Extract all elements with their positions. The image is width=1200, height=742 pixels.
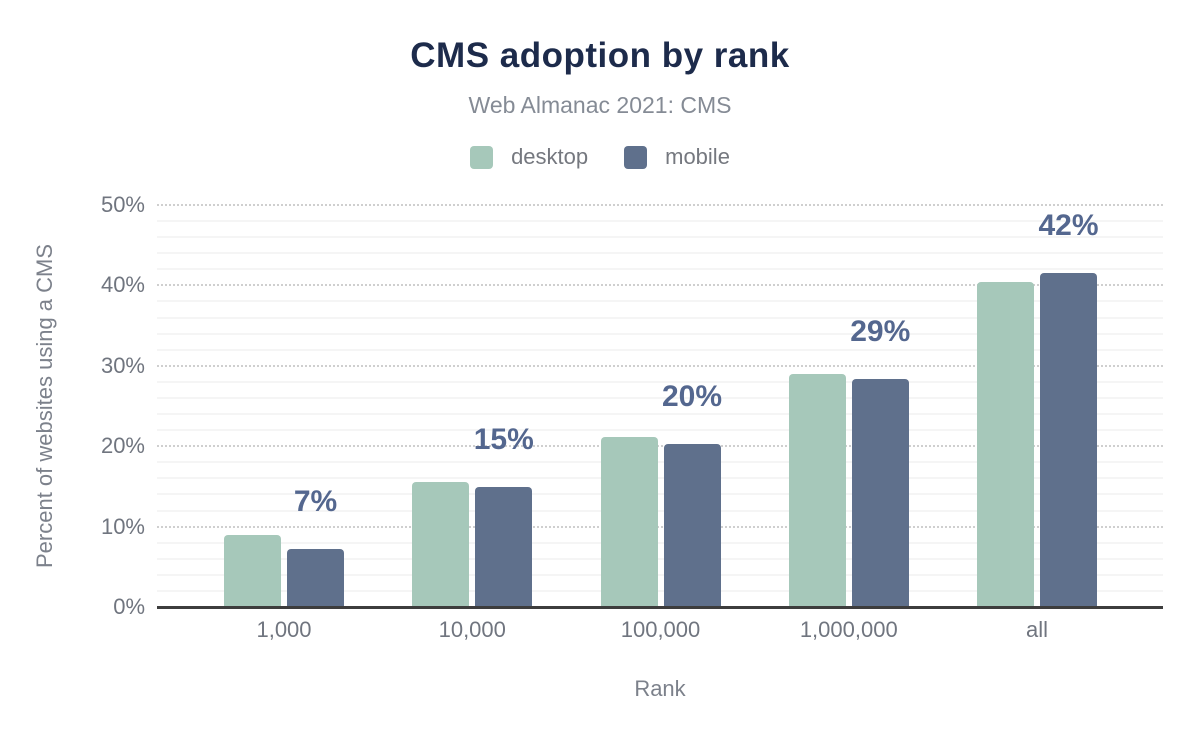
- gridline-major: [157, 525, 1163, 528]
- gridline-minor: [157, 332, 1163, 335]
- x-tick-label-100000: 100,000: [620, 617, 701, 642]
- gridline-minor: [157, 316, 1163, 319]
- gridline-minor: [157, 348, 1163, 351]
- gridline-minor: [157, 220, 1163, 223]
- x-tick-label-1000: 1,000: [256, 617, 312, 642]
- data-label-all: 42%: [1038, 208, 1099, 242]
- legend-label-mobile: mobile: [665, 144, 730, 169]
- y-axis-ticks: 0% 10% 20% 30% 40% 50%: [0, 194, 145, 618]
- gridline-minor: [157, 477, 1163, 480]
- legend-item-mobile: mobile: [624, 144, 730, 170]
- x-axis-title: Rank: [634, 676, 686, 701]
- legend-label-desktop: desktop: [511, 144, 589, 169]
- x-tick-label-all: all: [1025, 617, 1048, 642]
- bar-desktop-1000000[interactable]: [788, 373, 846, 607]
- data-label-1000000: 29%: [850, 314, 911, 348]
- gridline-minor: [157, 252, 1163, 255]
- data-label-100000: 20%: [661, 379, 723, 413]
- bar-desktop-all[interactable]: [977, 282, 1034, 607]
- bar-group-1000: [224, 535, 344, 607]
- bar-desktop-1000[interactable]: [224, 535, 281, 607]
- y-tick-label: 40%: [100, 272, 145, 298]
- gridline-minor: [157, 413, 1163, 416]
- gridline-major: [157, 364, 1163, 367]
- bar-mobile-1000[interactable]: [287, 549, 344, 607]
- gridline-minor: [157, 589, 1163, 592]
- y-tick-label: 50%: [100, 192, 145, 217]
- x-axis-line: [157, 606, 1163, 609]
- bar-group-10000: [412, 481, 533, 607]
- y-tick-label: 20%: [100, 433, 145, 459]
- gridline-minor: [157, 236, 1163, 239]
- gridline-minor: [157, 493, 1163, 496]
- desktop-swatch-icon: [470, 145, 494, 169]
- gridline-minor: [157, 541, 1163, 544]
- gridline-minor: [157, 429, 1163, 432]
- gridline-major: [157, 204, 1163, 207]
- bar-desktop-100000[interactable]: [600, 437, 658, 607]
- legend-item-desktop: desktop: [470, 144, 588, 170]
- y-tick-label: 0%: [113, 594, 145, 619]
- bar-mobile-100000[interactable]: [663, 443, 721, 607]
- gridline-minor: [157, 396, 1163, 399]
- y-tick-label: 10%: [100, 513, 145, 539]
- bar-group-1000000: [788, 373, 909, 607]
- mobile-swatch-icon: [624, 145, 648, 169]
- bar-mobile-1000000[interactable]: [851, 378, 909, 607]
- gridline-minor: [157, 268, 1163, 271]
- gridline-minor: [157, 509, 1163, 512]
- gridline-minor: [157, 573, 1163, 576]
- legend: desktop mobile: [0, 144, 1200, 170]
- bar-group-100000: [600, 437, 721, 607]
- x-tick-label-1000000: 1,000,000: [799, 617, 898, 642]
- data-label-1000: 7%: [293, 485, 338, 519]
- gridline-minor: [157, 557, 1163, 560]
- gridline-major: [157, 284, 1163, 287]
- bar-mobile-10000[interactable]: [475, 487, 533, 607]
- bar-mobile-all[interactable]: [1040, 272, 1097, 607]
- y-tick-label: 30%: [100, 352, 145, 378]
- gridline-minor: [157, 300, 1163, 303]
- chart-subtitle: Web Almanac 2021: CMS: [468, 92, 732, 118]
- bar-desktop-10000[interactable]: [412, 481, 470, 607]
- gridline-minor: [157, 461, 1163, 464]
- data-label-10000: 15%: [473, 423, 534, 457]
- x-tick-label-10000: 10,000: [438, 617, 506, 642]
- gridline-major: [157, 445, 1163, 448]
- chart-title: CMS adoption by rank: [410, 36, 790, 75]
- plot-area: 7% 1,000 15% 10,000 20% 100,000 29% 1,000,000 42…: [157, 204, 1163, 642]
- gridline-minor: [157, 380, 1163, 383]
- bar-group-all: [977, 272, 1097, 607]
